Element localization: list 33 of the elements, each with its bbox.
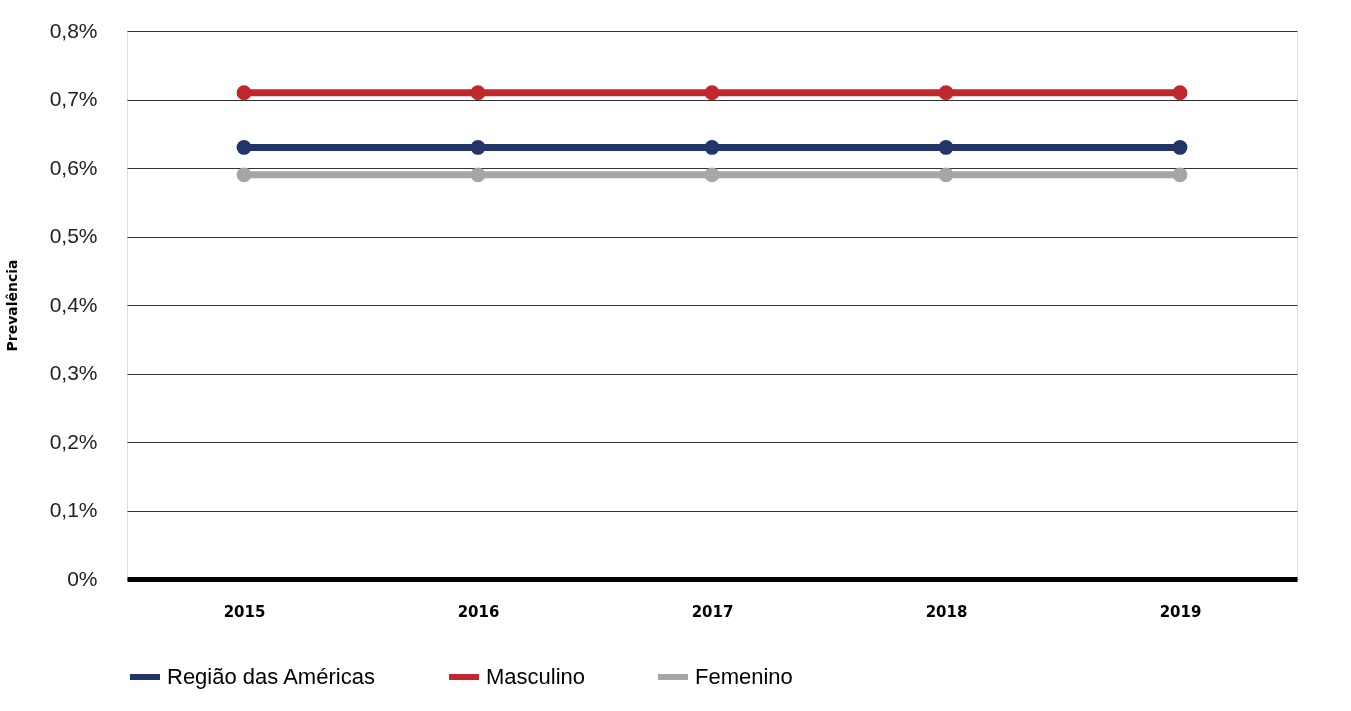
x-tick-label: 2019 — [1159, 602, 1202, 621]
y-tick-label: 0,3% — [49, 361, 98, 384]
point — [236, 140, 252, 155]
point — [704, 140, 720, 155]
point — [470, 140, 486, 155]
y-tick-label: 0,4% — [49, 292, 98, 316]
x-tick-label: 2017 — [691, 602, 734, 621]
point — [1172, 167, 1188, 183]
legend-label: Femenino — [695, 664, 793, 689]
point — [1172, 140, 1188, 155]
point — [938, 167, 954, 183]
point — [938, 85, 954, 101]
y-tick-label: 0% — [67, 566, 98, 590]
x-tick-label: 2016 — [457, 602, 500, 621]
legend-label: Masculino — [486, 664, 586, 689]
point — [938, 140, 954, 155]
point — [1172, 85, 1188, 101]
y-tick-label: 0,6% — [49, 155, 98, 179]
y-tick-label: 0,1% — [49, 498, 98, 521]
point — [236, 85, 252, 101]
x-tick-label: 2018 — [925, 602, 968, 621]
point — [470, 167, 486, 183]
y-tick-label: 0,8% — [49, 18, 98, 42]
y-tick-label: 0,7% — [49, 87, 98, 110]
y-tick-label: 0,2% — [49, 429, 98, 453]
point — [704, 167, 720, 183]
point — [470, 85, 486, 101]
point — [704, 85, 720, 101]
x-tick-label: 2015 — [223, 602, 266, 621]
point — [236, 167, 252, 183]
y-tick-label: 0,5% — [49, 224, 98, 247]
legend-label: Região das Américas — [167, 664, 375, 689]
y-axis-title: Prevalência — [3, 259, 20, 352]
